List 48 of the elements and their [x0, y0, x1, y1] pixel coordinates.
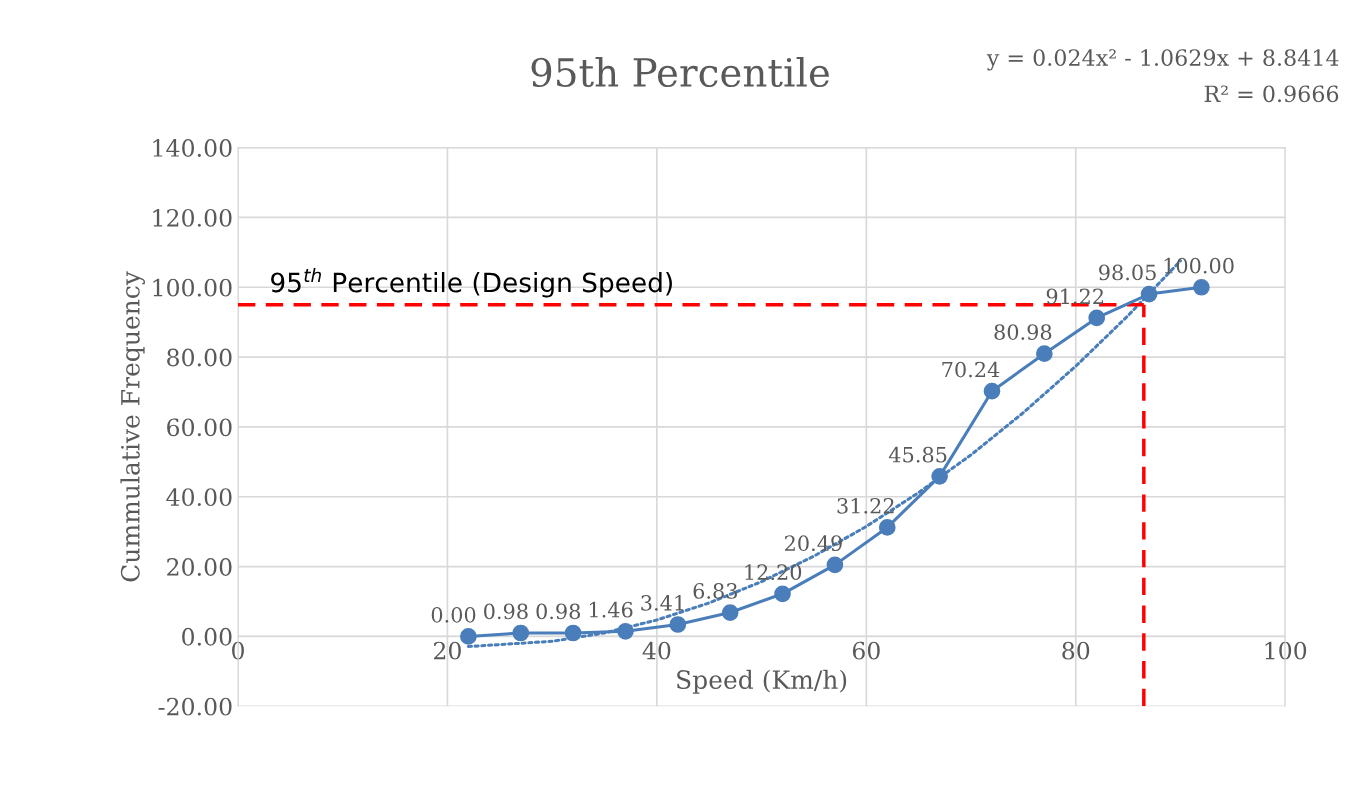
y-tick-label: 80.00	[167, 348, 232, 367]
point	[564, 624, 582, 642]
text: y = 0.024x² - 1.0629x + 8.8414	[986, 49, 1339, 71]
data-label: 3.41	[641, 594, 684, 611]
data-label: 31.22	[837, 497, 894, 514]
point	[617, 622, 634, 640]
y-axis-title: Cummulative Frequency	[120, 271, 145, 582]
y-tick-label: 40.00	[166, 488, 232, 507]
point	[774, 585, 791, 603]
x-tick-label: 20	[434, 641, 461, 660]
ref-line-label: 95$^{th}$ Percentile (Design Speed)	[271, 267, 672, 298]
point	[983, 382, 1001, 400]
y-tick-label: 100.00	[153, 278, 232, 297]
x-tick-label: 0	[232, 641, 244, 660]
point	[460, 628, 477, 645]
y-tick-label: 60.00	[167, 418, 232, 437]
point	[721, 604, 739, 621]
data-label: 6.83	[693, 583, 737, 599]
y-tick-label: 20.00	[167, 558, 232, 576]
point	[512, 624, 530, 642]
x-tick-label: 40	[642, 641, 671, 660]
data-label: 70.24	[942, 361, 1000, 378]
data-label: 0.98	[536, 603, 581, 620]
y-tick-label: 140.00	[153, 139, 232, 157]
y-tick-label: 0.00	[182, 627, 232, 646]
point	[1088, 309, 1106, 327]
data-label: 91.22	[1046, 288, 1103, 305]
point	[1036, 345, 1053, 363]
point	[669, 616, 687, 633]
x-axis-title: Speed (Km/h)	[677, 669, 847, 694]
point	[1193, 278, 1210, 296]
text: R² = 0.9666	[1204, 85, 1339, 103]
point	[931, 467, 948, 485]
data-label: 1.46	[589, 601, 633, 618]
point	[878, 519, 896, 536]
data-label: 80.98	[994, 324, 1052, 340]
x-tick-label: 100	[1265, 641, 1307, 660]
data-label: 98.05	[1099, 264, 1156, 281]
y-tick-label: 120.00	[153, 208, 232, 227]
chart-title: 95th Percentile	[531, 56, 830, 88]
point	[1140, 285, 1158, 303]
x-tick-label: 80	[1062, 641, 1090, 660]
data-label: 0.00	[431, 606, 476, 623]
point	[826, 556, 844, 574]
x-tick-label: 60	[852, 641, 880, 660]
data-label: 45.85	[888, 446, 947, 463]
y-tick-label: -20.00	[158, 697, 232, 716]
data-label: 0.98	[484, 603, 528, 620]
